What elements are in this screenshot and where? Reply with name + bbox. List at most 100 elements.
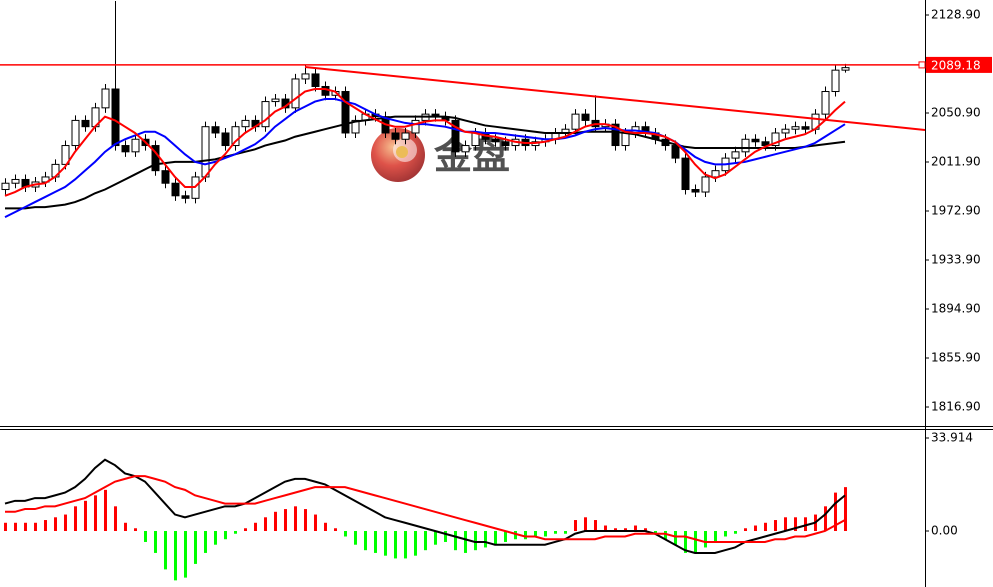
histogram-bar [844,487,847,532]
candle-body [461,145,470,153]
histogram-bar [364,531,367,551]
histogram-bar [544,531,547,537]
histogram-bar [214,531,217,545]
indicator-line [5,475,846,543]
candle-body [121,145,130,153]
histogram-bar [114,506,117,532]
histogram-bar [444,531,447,542]
candle-body [241,119,250,128]
candle-body [841,67,850,71]
price-label: 2089.18 [931,58,981,72]
candle-body [341,91,350,134]
histogram-bar [94,495,97,532]
histogram-bar [154,531,157,553]
histogram-bar [424,531,427,551]
indicator-line [4,88,846,197]
histogram-bar [644,528,647,532]
candle-body [161,170,170,184]
candle-body [81,119,90,128]
histogram-bar [744,528,747,532]
histogram-bar [804,517,807,532]
histogram-bar [374,531,377,553]
histogram-bar [784,517,787,532]
histogram-bar [734,531,737,534]
y-tick-label: 0.00 [931,524,958,538]
histogram-bar [144,531,147,542]
candle-body [491,138,500,143]
histogram-bar [674,531,677,545]
candle-body [401,132,410,140]
histogram-bar [134,528,137,532]
candle-body [301,73,310,80]
histogram-bar [554,531,557,534]
histogram-bar [314,514,317,532]
candle-body [311,73,320,87]
histogram-bar [664,531,667,540]
histogram-bar [514,531,517,540]
candle-body [791,126,800,130]
histogram-bar [574,520,577,532]
candle-body [101,88,110,109]
price-label-box [926,56,992,73]
candle-body [501,141,510,147]
candle-body [621,132,630,147]
candle-body [701,176,710,193]
candle-body [201,126,210,178]
histogram-bar [454,531,457,551]
histogram-bar [704,531,707,548]
histogram-bar [794,517,797,532]
histogram-bar [344,531,347,537]
candle-body [741,138,750,153]
candle-body [391,132,400,140]
histogram-bar [694,531,697,553]
price-label-marker [918,61,926,69]
histogram-bar [634,525,637,532]
candle-body [261,101,270,128]
price-panel [0,1,925,219]
candle-body [351,119,360,134]
histogram-bar [494,531,497,545]
histogram-bar [434,531,437,545]
histogram-bar [264,517,267,532]
macd-panel [4,458,847,581]
histogram-bar [414,531,417,556]
candle-body [11,178,20,184]
y-tick-label: 1816.90 [931,399,981,413]
histogram-bar [834,492,837,532]
candle-body [271,98,280,103]
indicator-line [4,98,846,219]
histogram-bar [604,525,607,532]
histogram-bar [4,522,7,532]
candle-body [821,91,830,115]
histogram-bar [684,531,687,553]
candle-body [71,119,80,147]
histogram-bar [714,531,717,542]
y-tick-label: 1855.90 [931,350,981,364]
candle-body [571,113,580,130]
trend-line [304,66,925,131]
candle-body [771,132,780,147]
candle-body [291,78,300,109]
y-tick-label: 1894.90 [931,301,981,315]
histogram-bar [484,531,487,548]
histogram-bar [524,531,527,540]
histogram-bar [464,531,467,553]
histogram-bar [204,531,207,553]
candle-body [171,182,180,197]
histogram-bar [124,522,127,532]
histogram-bar [254,522,257,532]
histogram-bar [104,489,107,532]
histogram-bar [324,522,327,532]
candle-body [231,126,240,147]
histogram-bar [34,522,37,532]
histogram-bar [404,531,407,559]
candle-body [731,151,740,159]
histogram-bar [614,528,617,532]
histogram-bar [774,520,777,532]
y-tick-label: 2050.90 [931,105,981,119]
candle-body [781,128,790,134]
histogram-bar [184,531,187,578]
